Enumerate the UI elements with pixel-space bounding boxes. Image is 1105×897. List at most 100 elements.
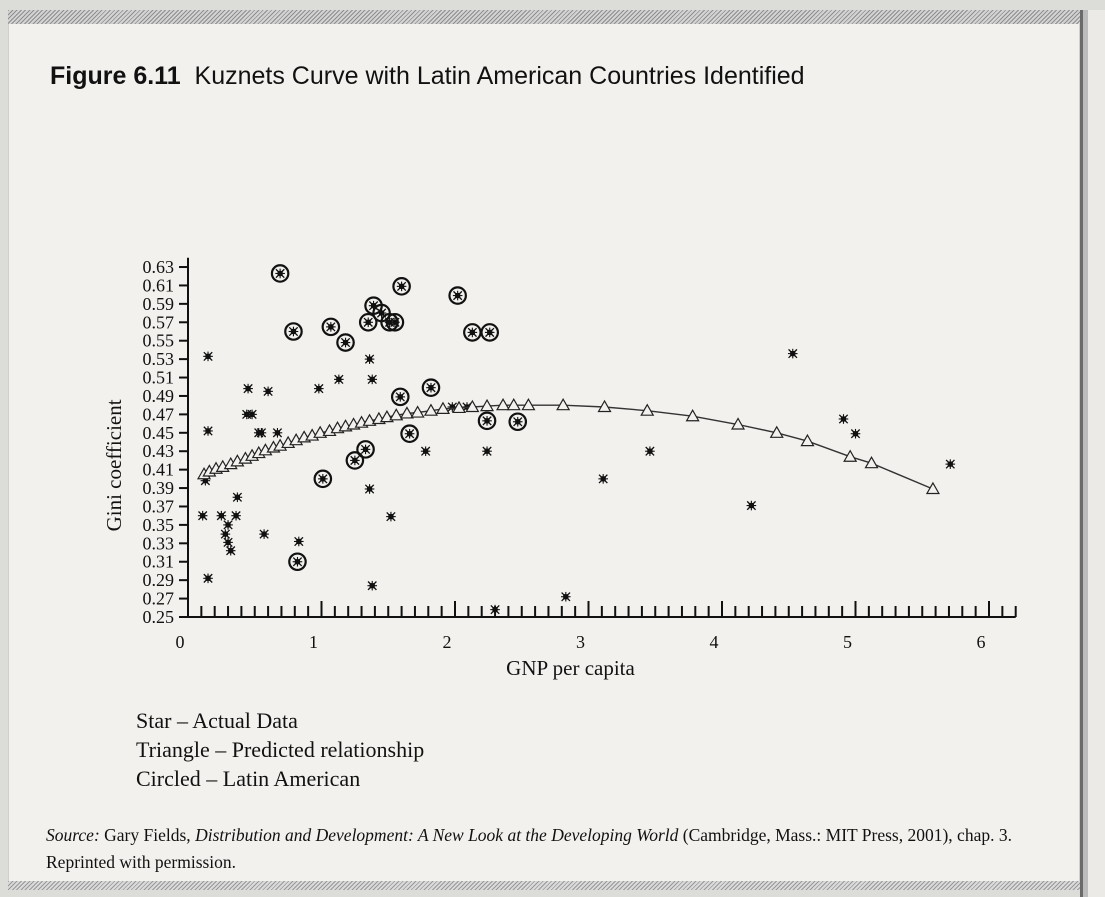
circle-ring bbox=[270, 264, 290, 283]
data-point-circled bbox=[463, 323, 482, 342]
circled-star-core bbox=[288, 326, 299, 337]
x-tick-label: 1 bbox=[309, 632, 318, 652]
data-point-star bbox=[203, 351, 213, 362]
data-point-triangle bbox=[597, 399, 612, 413]
data-point-triangle bbox=[410, 405, 425, 418]
data-point-star bbox=[203, 426, 213, 436]
data-point-triangle bbox=[506, 397, 521, 411]
data-point-star bbox=[314, 383, 324, 394]
y-tick-label: 0.35 bbox=[143, 515, 175, 535]
y-tick-label: 0.33 bbox=[143, 533, 175, 553]
predicted-curve bbox=[203, 404, 934, 490]
x-axis-ticks: 0 1 2 3 4 5 6 bbox=[176, 601, 1017, 652]
circled-star-core bbox=[452, 290, 463, 301]
data-point-star bbox=[334, 374, 344, 385]
data-point-star bbox=[243, 383, 253, 394]
circle-ring bbox=[358, 312, 378, 332]
data-point-triangle bbox=[362, 413, 377, 426]
figure-caption: Kuznets Curve with Latin American Countr… bbox=[194, 62, 805, 90]
data-point-circled bbox=[421, 378, 441, 397]
data-point-star bbox=[838, 414, 849, 424]
data-point-triangle bbox=[843, 449, 858, 462]
y-tick-label: 0.61 bbox=[143, 275, 175, 295]
x-axis-title: GNP per capita bbox=[506, 656, 635, 680]
y-tick-label: 0.53 bbox=[143, 349, 175, 369]
circle-ring bbox=[356, 440, 375, 459]
data-point-triangle bbox=[496, 397, 511, 411]
data-point-triangle bbox=[399, 406, 414, 419]
data-point-star bbox=[746, 500, 757, 511]
data-point-star bbox=[945, 459, 956, 469]
data-point-star bbox=[220, 529, 231, 539]
circled-star-core bbox=[340, 337, 351, 348]
data-point-star bbox=[232, 492, 243, 503]
data-point-star bbox=[223, 537, 233, 548]
data-point-star bbox=[272, 427, 283, 438]
series-circled-star bbox=[270, 264, 528, 572]
data-point-circled bbox=[270, 264, 290, 283]
circle-ring bbox=[477, 411, 497, 431]
circled-star-core bbox=[512, 416, 523, 427]
data-point-star bbox=[216, 510, 227, 521]
data-point-star bbox=[367, 580, 378, 591]
x-tick-label: 3 bbox=[576, 632, 585, 652]
data-point-star bbox=[197, 510, 208, 521]
data-point-star bbox=[420, 446, 431, 457]
data-point-star bbox=[850, 428, 861, 439]
legend-triangle: Triangle – Predicted relationship bbox=[136, 737, 425, 762]
source-note: Source: Gary Fields, Distribution and De… bbox=[46, 822, 1066, 876]
data-point-circled bbox=[288, 552, 307, 572]
y-tick-label: 0.41 bbox=[143, 460, 175, 480]
legend-star: Star – Actual Data bbox=[136, 708, 298, 733]
data-point-star bbox=[364, 484, 375, 494]
circled-star-core bbox=[404, 428, 415, 439]
circled-star-core bbox=[482, 416, 492, 426]
data-point-triangle bbox=[640, 403, 655, 416]
circled-star-core bbox=[390, 317, 400, 328]
data-point-circled bbox=[480, 323, 500, 342]
y-tick-label: 0.29 bbox=[143, 570, 175, 590]
figure-title: Figure 6.11 Kuznets Curve with Latin Ame… bbox=[50, 62, 805, 91]
series-triangle bbox=[196, 397, 940, 495]
circled-star-core bbox=[396, 281, 407, 292]
data-point-star bbox=[294, 536, 304, 547]
page-bottom-edge bbox=[8, 881, 1080, 890]
y-tick-label: 0.25 bbox=[143, 607, 175, 627]
source-rest: (Cambridge, Mass.: MIT Press, 2001), cha… bbox=[46, 825, 1012, 872]
data-point-triangle bbox=[769, 425, 784, 438]
data-point-triangle bbox=[313, 425, 328, 438]
y-axis-title: Gini coefficient bbox=[102, 399, 126, 531]
data-point-triangle bbox=[480, 398, 495, 412]
circled-star-core bbox=[275, 268, 285, 279]
data-point-circled bbox=[345, 451, 365, 470]
circled-star-core bbox=[350, 455, 360, 466]
data-point-circled bbox=[385, 312, 405, 332]
data-point-triangle bbox=[465, 399, 480, 413]
data-point-star bbox=[231, 510, 241, 521]
data-point-star bbox=[263, 386, 273, 397]
data-point-star bbox=[598, 474, 608, 484]
y-tick-label: 0.43 bbox=[143, 441, 175, 461]
circle-ring bbox=[400, 424, 419, 444]
data-point-star bbox=[223, 520, 233, 530]
data-point-circled bbox=[313, 469, 333, 489]
data-point-star bbox=[787, 348, 798, 359]
data-point-triangle bbox=[730, 417, 746, 430]
data-point-triangle bbox=[925, 481, 940, 495]
data-point-star bbox=[386, 511, 396, 522]
circle-ring bbox=[390, 387, 410, 407]
page-top-edge bbox=[8, 10, 1080, 24]
data-point-circled bbox=[358, 312, 378, 332]
circle-ring bbox=[284, 322, 303, 341]
data-point-circled bbox=[284, 322, 303, 341]
circled-star-core bbox=[292, 556, 303, 567]
data-point-triangle bbox=[423, 403, 439, 416]
data-point-star bbox=[645, 446, 655, 457]
y-tick-label: 0.51 bbox=[143, 368, 175, 388]
circle-ring bbox=[336, 333, 355, 352]
chart-marks bbox=[196, 264, 956, 615]
data-point-circled bbox=[392, 277, 411, 296]
x-tick-label: 5 bbox=[843, 632, 852, 652]
circled-star-core bbox=[467, 327, 478, 338]
data-point-star bbox=[247, 409, 257, 420]
